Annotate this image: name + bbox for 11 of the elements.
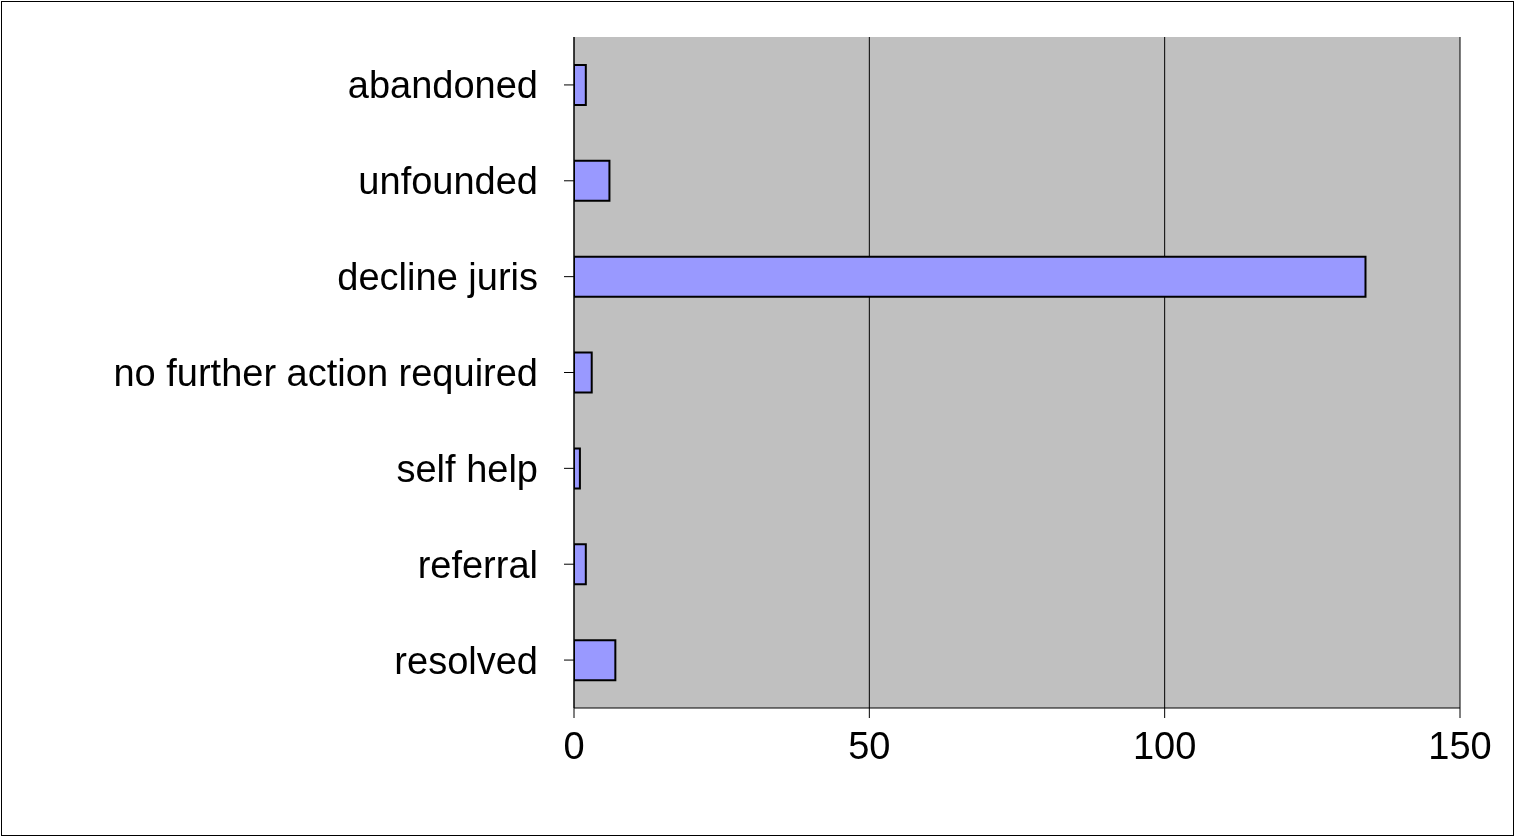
x-tick-label: 50 — [848, 724, 891, 767]
y-tick-label: no further action required — [113, 351, 538, 394]
x-tick-label: 0 — [563, 724, 585, 767]
y-tick-label: decline juris — [337, 256, 538, 299]
x-tick-label: 100 — [1132, 724, 1197, 767]
y-tick-label: self help — [396, 447, 538, 490]
y-tick-label: abandoned — [347, 64, 538, 107]
x-tick-label: 150 — [1428, 724, 1492, 767]
y-tick-label: resolved — [394, 639, 538, 682]
y-tick-label: unfounded — [358, 160, 538, 203]
y-tick-label: referral — [417, 543, 538, 586]
